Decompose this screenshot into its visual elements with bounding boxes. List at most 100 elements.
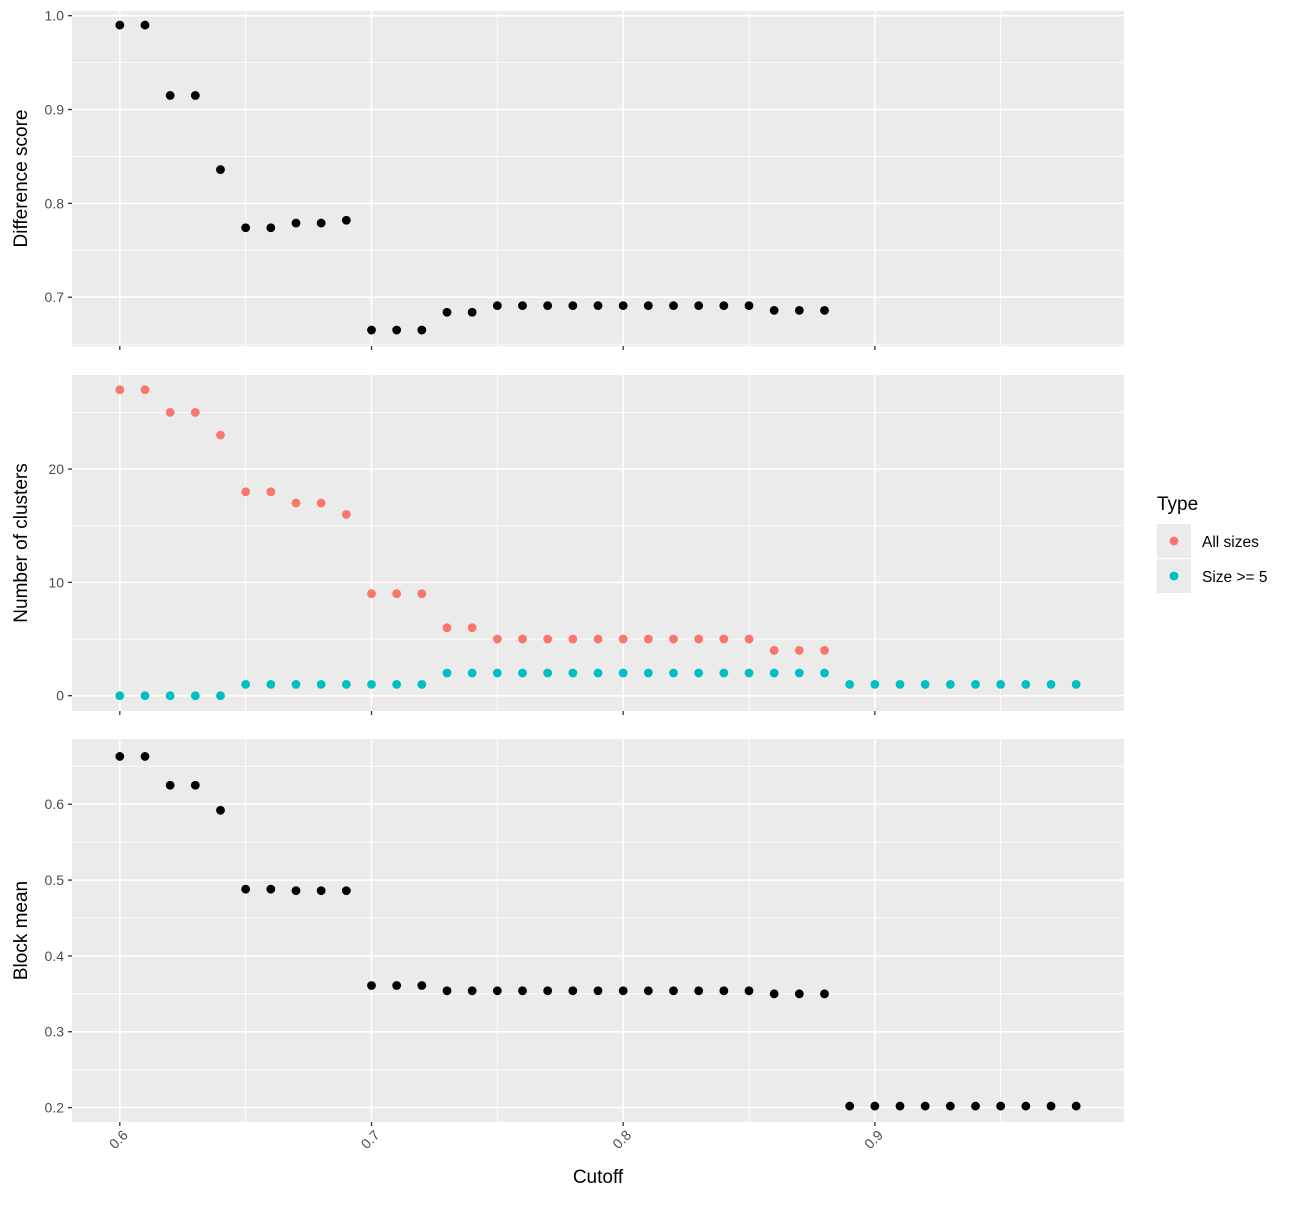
data-point bbox=[643, 634, 653, 644]
data-point bbox=[543, 668, 553, 678]
data-point bbox=[190, 407, 200, 417]
legend-title: Type bbox=[1157, 494, 1198, 515]
data-point bbox=[266, 884, 276, 894]
data-point bbox=[140, 385, 150, 395]
data-point bbox=[241, 487, 251, 497]
data-point bbox=[845, 679, 855, 689]
data-point bbox=[467, 623, 477, 633]
data-point bbox=[971, 1101, 980, 1111]
data-point bbox=[518, 301, 527, 311]
y-tick-label: 0 bbox=[56, 688, 64, 704]
data-point bbox=[492, 301, 502, 311]
data-point bbox=[820, 989, 829, 999]
data-point bbox=[518, 634, 527, 644]
data-point bbox=[417, 679, 427, 689]
data-point bbox=[820, 305, 829, 315]
data-point bbox=[744, 668, 754, 678]
data-point bbox=[593, 301, 603, 311]
data-point bbox=[694, 301, 704, 311]
y-tick-label: 0.7 bbox=[45, 289, 65, 305]
data-point bbox=[266, 487, 276, 497]
y-tick-label: 0.2 bbox=[45, 1100, 65, 1116]
data-point bbox=[694, 668, 704, 678]
legend-label: Size >= 5 bbox=[1202, 569, 1268, 586]
data-point bbox=[845, 1101, 855, 1111]
data-point bbox=[794, 668, 804, 678]
data-point bbox=[694, 634, 704, 644]
data-point bbox=[241, 223, 251, 233]
data-point bbox=[669, 301, 678, 311]
y-tick-label: 0.5 bbox=[45, 872, 65, 888]
legend: Type All sizes Size >= 5 bbox=[1157, 494, 1268, 593]
data-point bbox=[543, 634, 553, 644]
data-point bbox=[417, 325, 427, 335]
data-point bbox=[442, 668, 452, 678]
data-point bbox=[794, 645, 804, 655]
data-point bbox=[341, 509, 351, 519]
data-point bbox=[870, 1101, 880, 1111]
data-point bbox=[643, 301, 653, 311]
data-point bbox=[895, 1101, 905, 1111]
data-point bbox=[367, 325, 376, 335]
data-point bbox=[467, 986, 477, 996]
data-point bbox=[945, 1101, 955, 1111]
data-point bbox=[190, 91, 200, 100]
data-point bbox=[971, 679, 980, 689]
data-point bbox=[165, 91, 175, 100]
data-point bbox=[568, 301, 578, 311]
series-2 bbox=[115, 668, 1081, 701]
data-point bbox=[442, 623, 452, 633]
data-point bbox=[316, 886, 326, 896]
data-point bbox=[115, 752, 125, 761]
data-point bbox=[417, 981, 427, 990]
data-point bbox=[367, 981, 376, 990]
data-point bbox=[316, 679, 326, 689]
data-point bbox=[820, 668, 829, 678]
data-point bbox=[618, 634, 628, 644]
data-point bbox=[719, 986, 729, 996]
panel-2: 0 10 20 Number of clusters bbox=[11, 375, 1124, 715]
y-tick-label: 10 bbox=[48, 574, 64, 590]
data-point bbox=[543, 986, 553, 996]
legend-swatch bbox=[1169, 571, 1179, 581]
data-point bbox=[291, 886, 301, 896]
x-tick-label: 0.7 bbox=[358, 1127, 383, 1152]
data-point bbox=[794, 305, 804, 315]
data-point bbox=[769, 668, 779, 678]
data-point bbox=[216, 691, 225, 701]
data-point bbox=[190, 780, 200, 790]
data-point bbox=[216, 805, 225, 815]
x-tick-label: 0.6 bbox=[106, 1127, 131, 1152]
data-point bbox=[492, 634, 502, 644]
data-point bbox=[1021, 1101, 1031, 1111]
legend-label: All sizes bbox=[1202, 534, 1259, 551]
data-point bbox=[216, 165, 225, 174]
data-point bbox=[820, 645, 829, 655]
data-point bbox=[140, 691, 150, 701]
data-point bbox=[719, 301, 729, 311]
x-axis-title: Cutoff bbox=[573, 1167, 624, 1188]
data-point bbox=[241, 884, 251, 894]
series-1 bbox=[115, 20, 829, 335]
data-point bbox=[316, 498, 326, 508]
data-point bbox=[1046, 679, 1056, 689]
y-axis-title: Number of clusters bbox=[11, 463, 32, 622]
data-point bbox=[291, 498, 301, 508]
data-point bbox=[467, 307, 477, 317]
data-point bbox=[442, 307, 452, 317]
data-point bbox=[568, 986, 578, 996]
panel-background bbox=[72, 11, 1124, 346]
data-point bbox=[769, 305, 779, 315]
data-point bbox=[165, 691, 175, 701]
data-point bbox=[618, 301, 628, 311]
data-point bbox=[392, 679, 402, 689]
data-point bbox=[115, 20, 125, 30]
data-point bbox=[543, 301, 553, 311]
panel-3: 0.2 0.3 0.4 0.5 0.6 Block mean bbox=[11, 739, 1124, 1126]
data-point bbox=[367, 679, 376, 689]
data-point bbox=[895, 679, 905, 689]
data-point bbox=[568, 668, 578, 678]
data-point bbox=[140, 20, 150, 30]
data-point bbox=[492, 668, 502, 678]
